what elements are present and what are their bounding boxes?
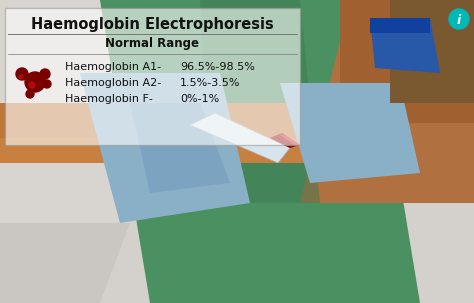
Polygon shape [200, 0, 320, 203]
Polygon shape [390, 0, 474, 103]
Circle shape [40, 69, 50, 79]
Polygon shape [280, 83, 420, 183]
FancyBboxPatch shape [5, 8, 300, 145]
Text: 0%-1%: 0%-1% [180, 94, 219, 104]
Circle shape [449, 9, 469, 29]
Text: Haemoglobin Electrophoresis: Haemoglobin Electrophoresis [31, 16, 274, 32]
Circle shape [43, 80, 51, 88]
Circle shape [26, 90, 34, 98]
Text: Haemoglobin A1-: Haemoglobin A1- [65, 62, 161, 72]
Text: 1.5%-3.5%: 1.5%-3.5% [180, 78, 240, 88]
Polygon shape [270, 133, 300, 148]
Polygon shape [370, 18, 430, 33]
Polygon shape [0, 223, 130, 303]
Text: Haemoglobin A2-: Haemoglobin A2- [65, 78, 161, 88]
Polygon shape [190, 113, 290, 163]
Polygon shape [0, 103, 350, 138]
Polygon shape [280, 135, 300, 145]
Circle shape [29, 82, 35, 88]
Text: i: i [457, 14, 461, 26]
Circle shape [16, 68, 28, 80]
Polygon shape [340, 0, 474, 123]
Polygon shape [0, 0, 130, 223]
Text: Normal Range: Normal Range [106, 38, 200, 51]
Circle shape [19, 75, 23, 79]
Circle shape [25, 72, 45, 92]
Text: Haemoglobin F-: Haemoglobin F- [65, 94, 153, 104]
Polygon shape [370, 18, 440, 73]
Polygon shape [80, 73, 250, 223]
Polygon shape [300, 0, 474, 203]
Polygon shape [0, 103, 380, 163]
Polygon shape [130, 103, 230, 193]
Text: 96.5%-98.5%: 96.5%-98.5% [180, 62, 255, 72]
Polygon shape [100, 0, 420, 303]
